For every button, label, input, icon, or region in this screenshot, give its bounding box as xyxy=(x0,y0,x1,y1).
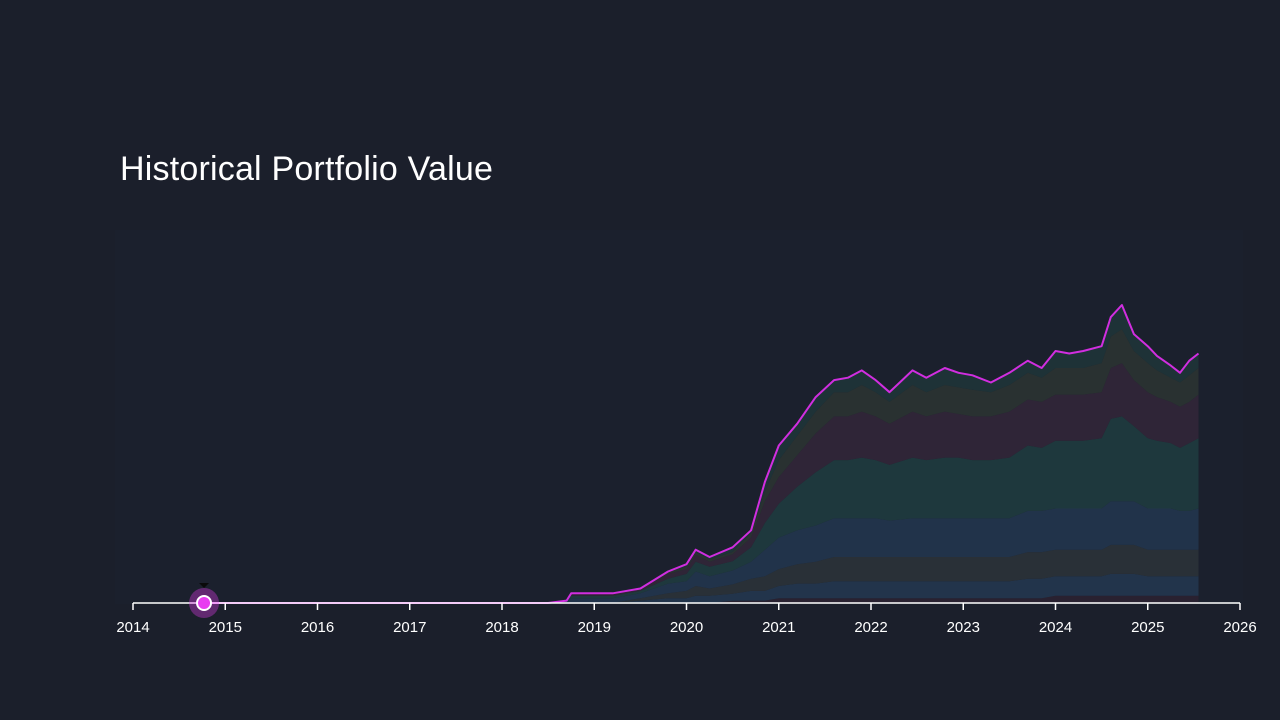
total-value-line-group xyxy=(204,304,1200,604)
x-tick-label-2017: 2017 xyxy=(393,619,426,636)
area-series-3 xyxy=(204,544,1199,603)
stacked-areas xyxy=(204,305,1199,603)
area-series-7 xyxy=(204,329,1199,603)
x-tick-label-2024: 2024 xyxy=(1039,619,1072,636)
area-series-2 xyxy=(204,573,1199,603)
x-tick-label-2023: 2023 xyxy=(947,619,980,636)
area-series-8 xyxy=(204,305,1199,603)
x-tick-label-2018: 2018 xyxy=(485,619,518,636)
total-value-line xyxy=(204,304,1200,604)
x-tick-label-2021: 2021 xyxy=(762,619,795,636)
area-series-4 xyxy=(204,501,1199,603)
x-tick-label-2014: 2014 xyxy=(116,619,149,636)
x-axis: 2014 2015 2016 2017 2018 2019 2020 2021 2022 2023… xyxy=(116,602,1257,636)
marker-pointer-icon xyxy=(199,583,210,588)
area-series-1 xyxy=(204,595,1199,603)
x-tick-label-2025: 2025 xyxy=(1131,619,1164,636)
area-series-6 xyxy=(204,363,1199,603)
x-tick-label-2022: 2022 xyxy=(854,619,887,636)
chart-title: Historical Portfolio Value xyxy=(120,150,494,188)
x-tick-label-2016: 2016 xyxy=(301,619,334,636)
area-series-5 xyxy=(204,416,1199,603)
marker-point[interactable] xyxy=(196,595,213,611)
hover-marker[interactable] xyxy=(189,583,220,618)
x-tick-label-2019: 2019 xyxy=(578,619,611,636)
x-tick-label-2015: 2015 xyxy=(209,619,242,636)
x-tick-label-2020: 2020 xyxy=(670,619,703,636)
x-tick-label-2026: 2026 xyxy=(1223,619,1256,636)
